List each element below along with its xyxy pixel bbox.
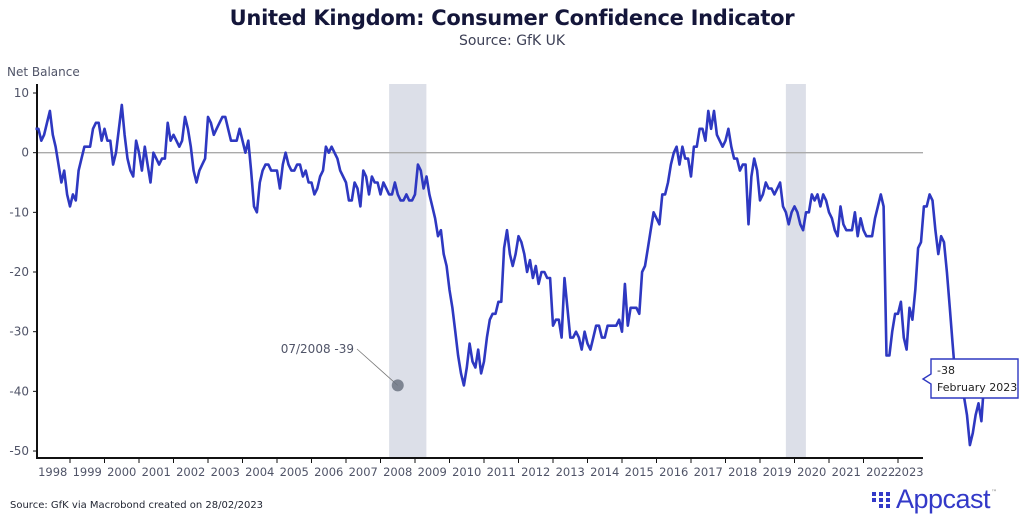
- callout-value: -38: [937, 364, 955, 377]
- recession-band-1: [389, 84, 427, 458]
- x-tick-label: 2008: [383, 465, 412, 479]
- x-tick-label: 2018: [728, 465, 757, 479]
- x-tick-label: 2023: [894, 465, 923, 479]
- logo-trademark: ™: [991, 489, 998, 496]
- x-tick-label: 2002: [176, 465, 205, 479]
- x-tick-label: 2007: [349, 465, 378, 479]
- y-axis: 10 0 -10 -20 -30 -40 -50: [9, 84, 38, 458]
- chart-subtitle: Source: GfK UK: [458, 33, 566, 49]
- y-tick-label: 0: [21, 146, 29, 160]
- y-tick-label: -10: [9, 205, 29, 219]
- line-chart: 10 0 -10 -20 -30 -40 -50 1998 1999 2000 2001 2002 2…: [9, 84, 1019, 479]
- x-tick-label: 2020: [797, 465, 826, 479]
- appcast-logo: Appcast ™: [872, 484, 997, 515]
- x-tick-label: 2004: [245, 465, 274, 479]
- recession-band-2: [785, 84, 806, 458]
- callout-date: February 2023: [937, 381, 1017, 394]
- x-tick-label: 1998: [38, 465, 67, 479]
- y-tick-label: -30: [9, 325, 29, 339]
- x-tick-label: 2021: [832, 465, 861, 479]
- y-tick-label: -40: [9, 384, 29, 398]
- min-annotation-leader: [356, 348, 399, 386]
- y-tick-label: 10: [14, 86, 29, 100]
- x-tick-label: 2013: [556, 465, 585, 479]
- dot-grid-icon: [872, 491, 890, 508]
- x-tick-label: 2011: [487, 465, 516, 479]
- x-tick-label: 2014: [590, 465, 619, 479]
- x-tick-label: 2005: [280, 465, 309, 479]
- x-tick-label: 2000: [107, 465, 136, 479]
- x-tick-label: 2016: [659, 465, 688, 479]
- callout-box: [921, 358, 1019, 399]
- x-tick-label: 2003: [211, 465, 240, 479]
- annotations: 07/2008 -39 -38 February 2023: [281, 342, 1019, 399]
- y-axis-label: Net Balance: [7, 65, 80, 79]
- x-tick-label: 1999: [73, 465, 102, 479]
- min-point-marker: [391, 379, 404, 392]
- y-tick-label: -50: [9, 444, 29, 458]
- x-tick-label: 2006: [314, 465, 343, 479]
- x-tick-label: 2022: [866, 465, 895, 479]
- x-tick-label: 2001: [142, 465, 171, 479]
- x-axis: 1998 1999 2000 2001 2002 2003 2004 2005 2006 2007…: [36, 457, 924, 479]
- recession-shading: [389, 84, 806, 458]
- x-tick-label: 2019: [763, 465, 792, 479]
- last-value-callout: -38 February 2023: [921, 358, 1019, 399]
- x-tick-label: 2012: [521, 465, 550, 479]
- chart-title: United Kingdom: Consumer Confidence Indi…: [229, 6, 795, 30]
- x-tick-label: 2017: [694, 465, 723, 479]
- x-tick-label: 2009: [418, 465, 447, 479]
- min-annotation-label: 07/2008 -39: [281, 342, 354, 356]
- footer-source: Source: GfK via Macrobond created on 28/…: [10, 500, 264, 511]
- series-line-consumer-confidence: [35, 103, 986, 447]
- y-tick-label: -20: [9, 265, 29, 279]
- x-tick-label: 2010: [452, 465, 481, 479]
- x-tick-label: 2015: [625, 465, 654, 479]
- logo-wordmark: Appcast: [896, 484, 991, 514]
